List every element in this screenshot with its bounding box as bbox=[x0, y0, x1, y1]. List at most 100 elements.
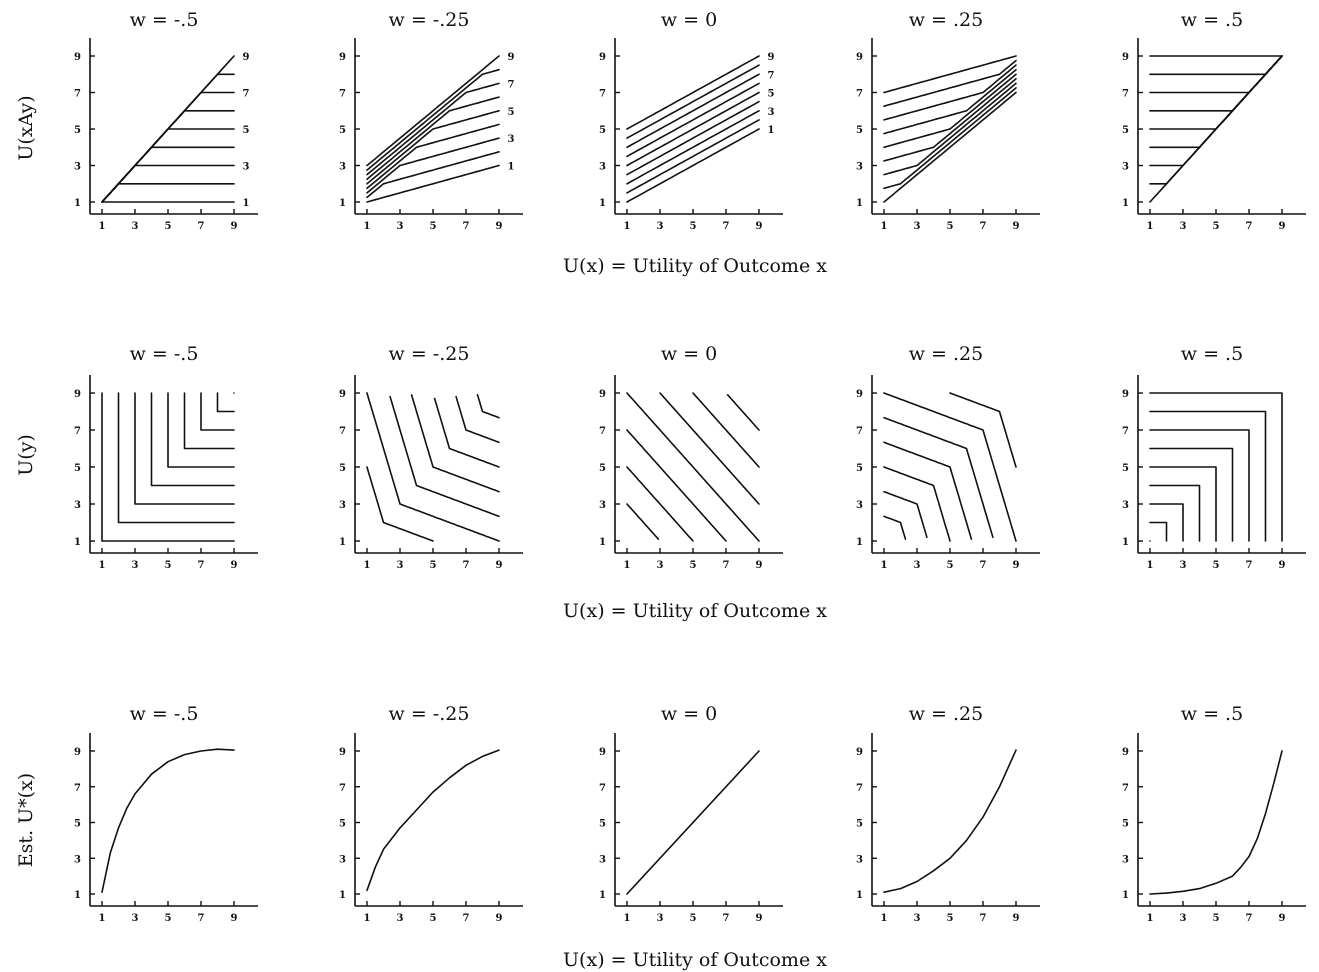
x-tick-label: 5 bbox=[165, 560, 172, 571]
panel-title: w = 0 bbox=[661, 343, 717, 365]
indifference-curve bbox=[659, 392, 760, 505]
panel-title: w = .5 bbox=[1181, 703, 1243, 725]
x-tick-label: 1 bbox=[364, 221, 371, 232]
y-tick-label: 1 bbox=[74, 537, 81, 548]
y-tick-label: 5 bbox=[1122, 463, 1129, 474]
y-tick-label: 5 bbox=[856, 125, 863, 136]
y-tick-label: 9 bbox=[1122, 52, 1129, 63]
indifference-curve bbox=[183, 392, 235, 450]
x-tick-label: 9 bbox=[1279, 221, 1286, 232]
row-1-panel-2: w = -.25 1 1 3 3 5 5 7 7 9 9 1 3 5 7 9 bbox=[339, 9, 523, 232]
x-tick-label: 7 bbox=[980, 560, 987, 571]
estimated-utility-curve bbox=[366, 749, 500, 892]
y-tick-label: 9 bbox=[74, 389, 81, 400]
y-tick-label: 1 bbox=[856, 198, 863, 209]
y-tick-label: 5 bbox=[1122, 819, 1129, 830]
row-2-panel-5: w = .5 1 1 3 3 5 5 7 7 9 9 bbox=[1122, 343, 1306, 571]
series-line bbox=[1149, 55, 1283, 112]
series-line bbox=[626, 119, 760, 194]
x-tick-label: 9 bbox=[231, 913, 238, 924]
x-tick-label: 1 bbox=[881, 221, 888, 232]
x-tick-label: 3 bbox=[657, 913, 664, 924]
row-2-panel-4: w = .25 1 1 3 3 5 5 7 7 9 9 bbox=[856, 343, 1040, 571]
x-tick-label: 1 bbox=[624, 221, 631, 232]
y-tick-label: 9 bbox=[856, 389, 863, 400]
indifference-curve bbox=[883, 441, 973, 540]
x-tick-label: 5 bbox=[947, 221, 954, 232]
indifference-curve bbox=[883, 416, 994, 539]
x-tick-label: 5 bbox=[430, 221, 437, 232]
y-tick-label: 3 bbox=[339, 854, 346, 865]
series-line bbox=[626, 73, 760, 149]
indifference-curve bbox=[626, 429, 727, 542]
x-tick-label: 5 bbox=[947, 913, 954, 924]
x-tick-label: 5 bbox=[165, 221, 172, 232]
row-1-panel-5: w = .5 1 1 3 3 5 5 7 7 9 9 bbox=[1122, 9, 1306, 232]
indifference-curve bbox=[410, 394, 500, 493]
series-label: 3 bbox=[768, 107, 775, 118]
x-tick-label: 5 bbox=[430, 560, 437, 571]
series-line bbox=[626, 82, 760, 158]
y-tick-label: 5 bbox=[599, 819, 606, 830]
y-tick-label: 9 bbox=[339, 52, 346, 63]
row-3-y-label: Est. U*(x) bbox=[15, 773, 37, 867]
y-tick-label: 1 bbox=[856, 890, 863, 901]
x-tick-label: 3 bbox=[914, 913, 921, 924]
y-tick-label: 1 bbox=[1122, 537, 1129, 548]
y-tick-label: 7 bbox=[856, 89, 863, 100]
x-tick-label: 9 bbox=[231, 560, 238, 571]
y-tick-label: 9 bbox=[1122, 747, 1129, 758]
series-line bbox=[883, 73, 1017, 149]
series-label: 9 bbox=[508, 52, 515, 63]
y-tick-label: 7 bbox=[74, 426, 81, 437]
row-2-panel-2: w = -.25 1 1 3 3 5 5 7 7 9 9 bbox=[339, 343, 523, 571]
series-line bbox=[1149, 55, 1283, 76]
x-tick-label: 1 bbox=[99, 560, 106, 571]
x-tick-label: 9 bbox=[496, 560, 503, 571]
x-tick-label: 9 bbox=[756, 221, 763, 232]
x-tick-label: 7 bbox=[198, 221, 205, 232]
x-tick-label: 7 bbox=[980, 221, 987, 232]
x-tick-label: 5 bbox=[1213, 221, 1220, 232]
series-line bbox=[883, 68, 1017, 135]
series-line bbox=[101, 146, 235, 203]
series-line bbox=[883, 82, 1017, 176]
x-tick-label: 5 bbox=[690, 913, 697, 924]
x-tick-label: 7 bbox=[463, 221, 470, 232]
series-line bbox=[366, 137, 500, 194]
panel-title: w = .25 bbox=[909, 343, 983, 365]
series-line bbox=[366, 82, 500, 176]
x-tick-label: 9 bbox=[496, 913, 503, 924]
y-tick-label: 3 bbox=[599, 500, 606, 511]
estimated-utility-curve bbox=[626, 750, 760, 895]
series-line bbox=[883, 55, 1017, 94]
y-tick-label: 5 bbox=[74, 463, 81, 474]
x-tick-label: 1 bbox=[99, 221, 106, 232]
series-line bbox=[366, 151, 500, 199]
x-tick-label: 7 bbox=[1246, 221, 1253, 232]
y-tick-label: 5 bbox=[599, 125, 606, 136]
x-tick-label: 7 bbox=[723, 913, 730, 924]
x-tick-label: 3 bbox=[397, 560, 404, 571]
row-2-y-label: U(y) bbox=[15, 434, 37, 476]
x-tick-label: 7 bbox=[1246, 560, 1253, 571]
y-tick-label: 7 bbox=[74, 89, 81, 100]
x-tick-label: 5 bbox=[690, 221, 697, 232]
panel-title: w = -.5 bbox=[130, 9, 199, 31]
y-tick-label: 3 bbox=[856, 162, 863, 173]
y-tick-label: 5 bbox=[339, 463, 346, 474]
indifference-curve bbox=[389, 395, 500, 518]
indifference-curve bbox=[1149, 503, 1184, 542]
indifference-curve bbox=[1149, 447, 1234, 542]
series-line bbox=[366, 96, 500, 180]
y-tick-label: 1 bbox=[339, 198, 346, 209]
series-line bbox=[626, 64, 760, 139]
x-tick-label: 7 bbox=[463, 560, 470, 571]
y-tick-label: 3 bbox=[599, 854, 606, 865]
panel-title: w = -.5 bbox=[130, 343, 199, 365]
y-tick-label: 1 bbox=[599, 890, 606, 901]
y-tick-label: 5 bbox=[74, 125, 81, 136]
series-line bbox=[101, 73, 235, 203]
x-tick-label: 3 bbox=[657, 221, 664, 232]
x-tick-label: 3 bbox=[1180, 913, 1187, 924]
